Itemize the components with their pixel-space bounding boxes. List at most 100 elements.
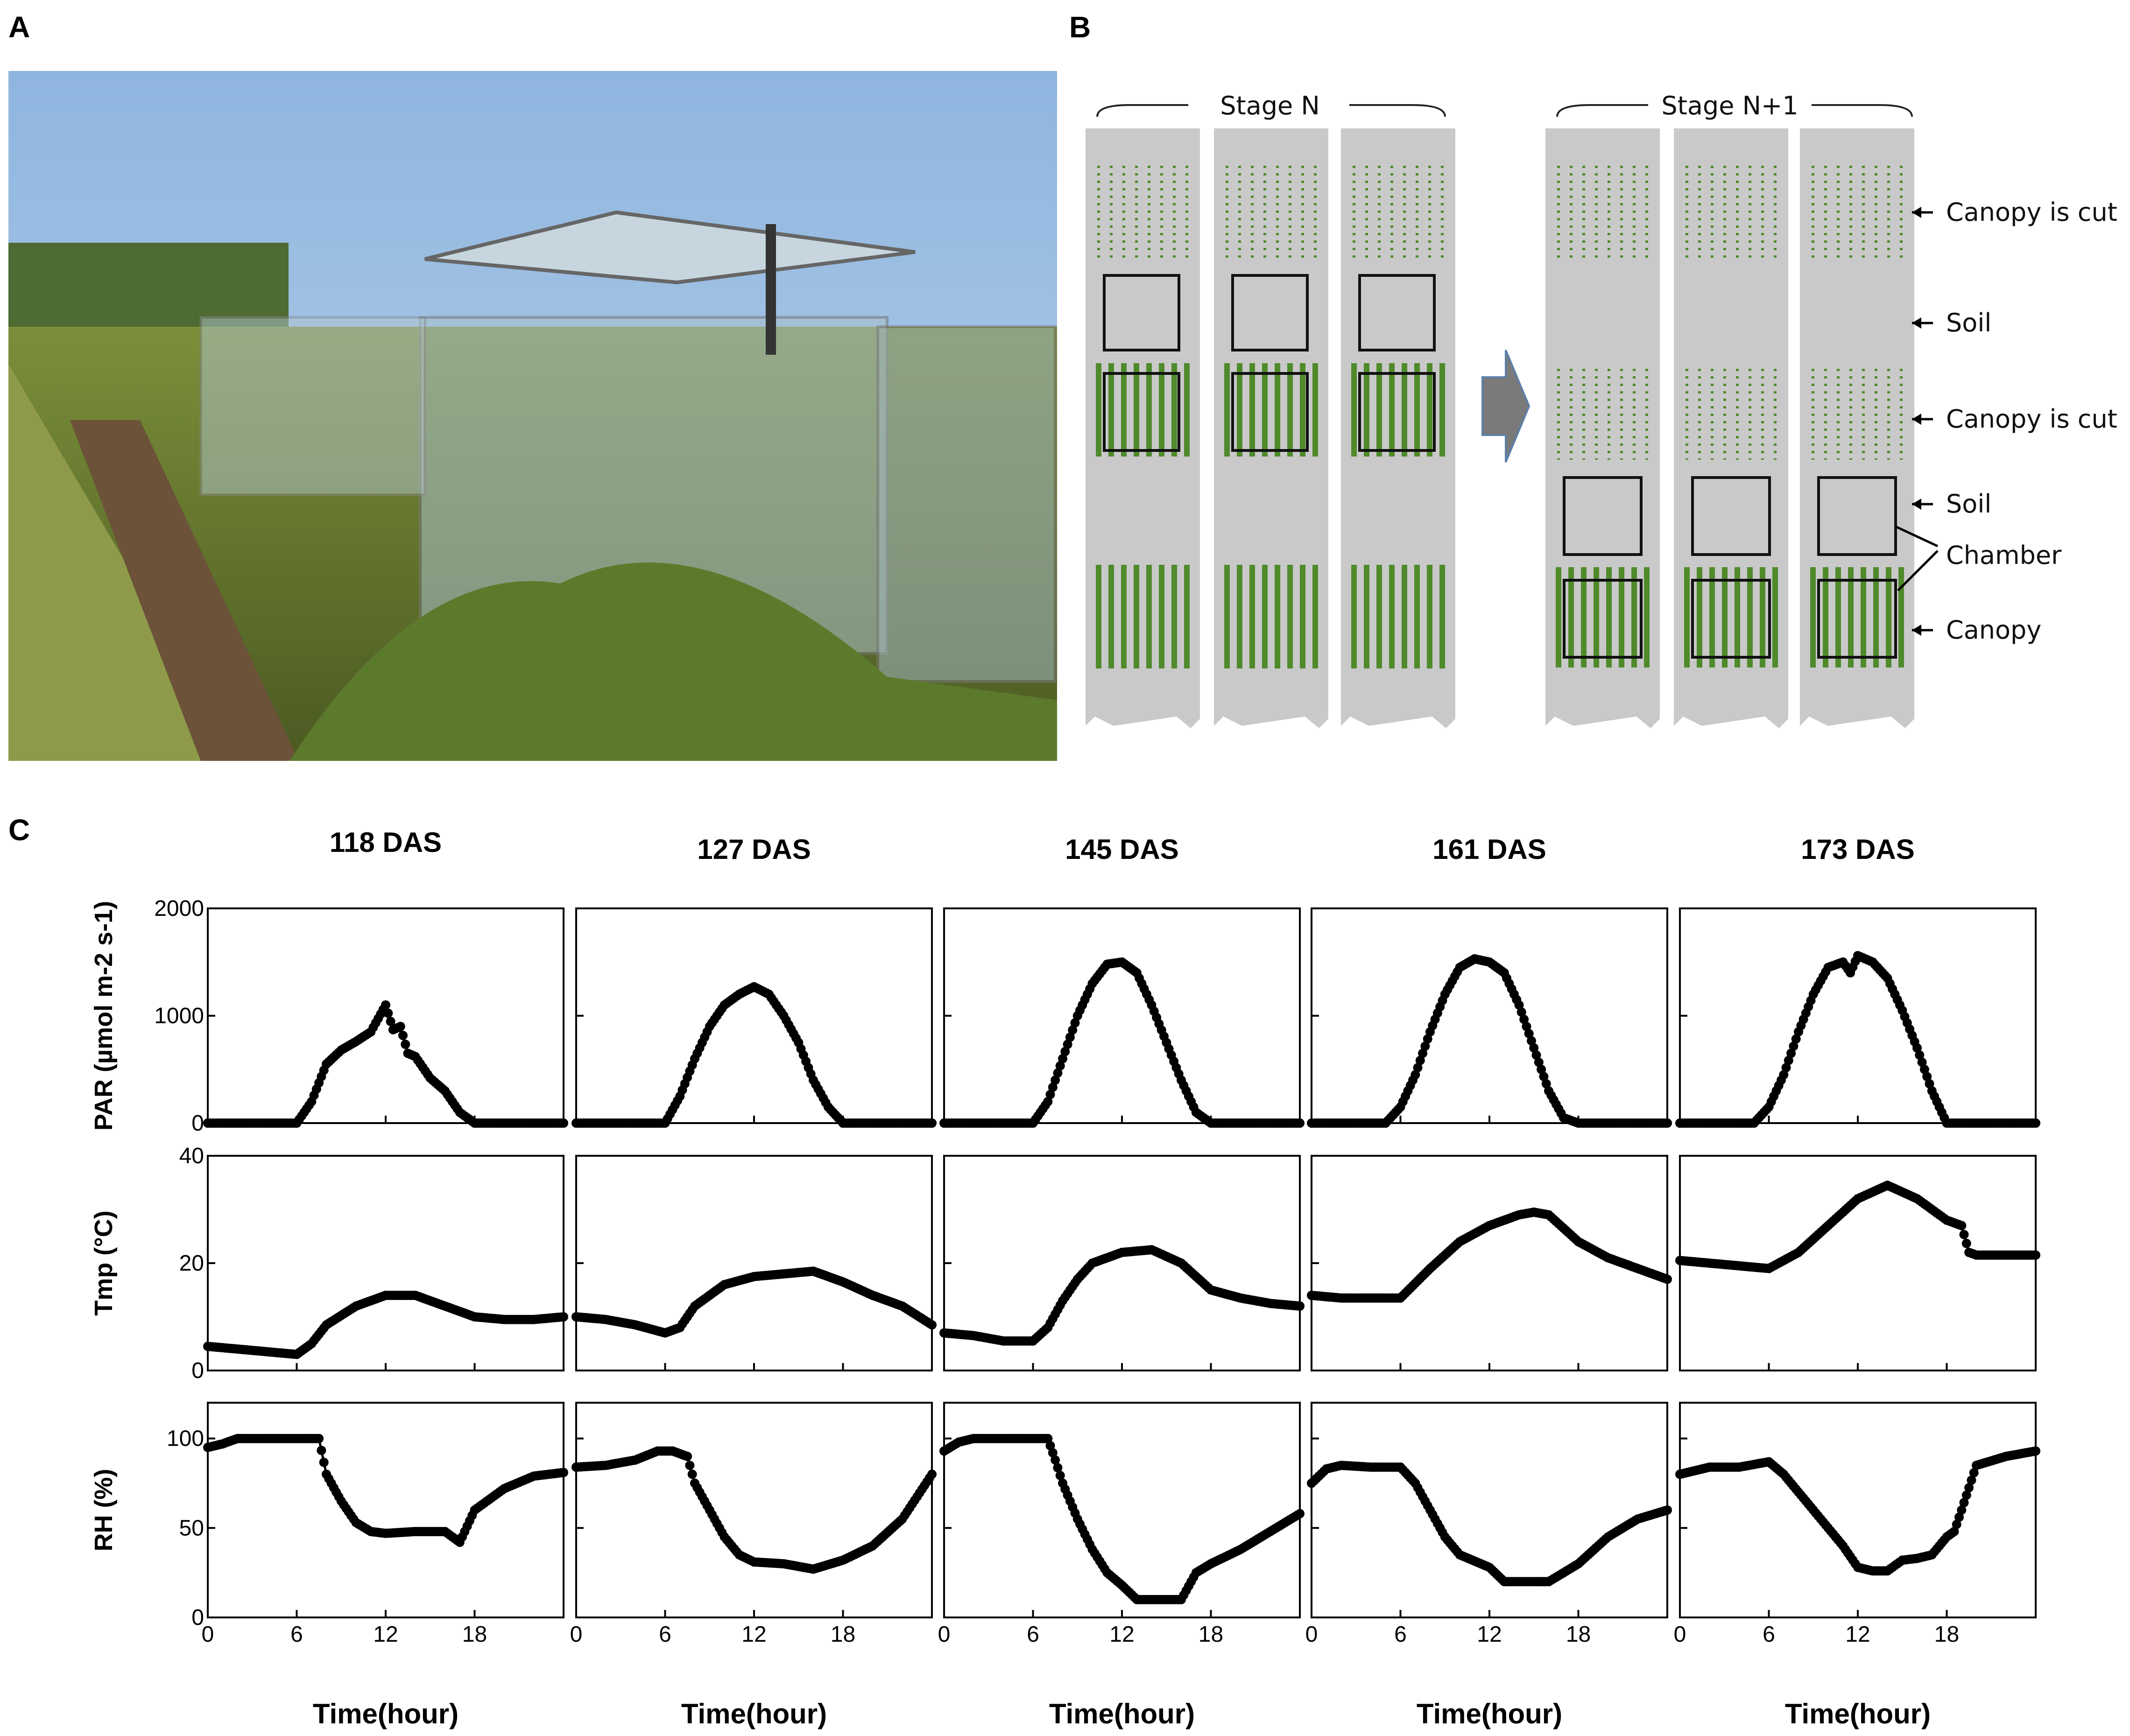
subplot-par: 0 1000 2000 PAR (µmol m-2 s-1) [90,896,568,1136]
plot-frame [575,1155,933,1371]
data-point [1957,1505,1967,1515]
data-point [1527,1036,1536,1046]
strip-stage-n-1 [1086,128,1200,728]
data-point [1058,1054,1067,1063]
arrowhead-6-icon [1912,625,1921,636]
x-axis-label: Time(hour) [1785,1698,1931,1729]
y-tick-label: 20 [179,1251,204,1276]
data-point [1529,1043,1539,1053]
data-point [1789,1041,1799,1051]
data-point [1779,1070,1789,1080]
data-point [1969,1468,1979,1478]
x-axis-label: Time(hour) [681,1698,827,1729]
data-point [1919,1065,1929,1074]
photo-chamber-lid [424,210,916,285]
diagram-strips [1086,128,1914,728]
annotation-soil-1: Soil [1946,308,1991,337]
data-point [1051,1455,1060,1465]
y-tick-label: 0 [191,1111,204,1136]
annotation-canopy: Canopy [1946,615,2041,645]
subplot-par [571,907,937,1128]
subplot-tmp [571,1155,937,1371]
data-point [1917,1057,1927,1067]
x-axis-label: Time(hour) [1049,1698,1195,1729]
panel-label-c: C [8,813,30,847]
chamber-box [1103,274,1180,351]
data-point [1784,1055,1793,1065]
right-arrow-icon [1481,350,1530,463]
plot-frame [575,1402,933,1618]
data-point [398,1031,408,1040]
data-point [386,1017,395,1026]
plot-frame [1311,907,1668,1124]
annotation-canopy-cut-1: Canopy is cut [1946,197,2117,227]
strip-stage-n-2 [1214,128,1328,728]
y-tick-label: 2000 [154,896,204,921]
x-tick-label: 18 [831,1622,855,1647]
photo-trees [8,243,289,327]
data-point [1791,1034,1801,1044]
data-point [1420,1041,1430,1051]
data-point [1915,1050,1925,1060]
subplot-par [939,907,1305,1128]
chamber-box [1691,476,1771,556]
data-point [1786,1048,1796,1058]
data-point [1949,1527,1959,1536]
data-point [1959,1230,1969,1239]
x-tick-label: 18 [462,1622,487,1647]
annotation-chamber: Chamber [1946,541,2062,570]
field-photo [8,71,1057,761]
x-tick-label: 0 [202,1622,214,1647]
data-point [1964,1483,1974,1493]
data-point [1045,1441,1055,1450]
data-point [1055,1470,1065,1480]
data-point [1961,1238,1971,1248]
data-point [1053,1068,1063,1078]
chamber-box [1358,372,1436,452]
subplot-tmp [939,1155,1305,1371]
data-point [1065,1033,1075,1042]
strip-background [1214,128,1328,728]
plot-frame [575,907,933,1124]
subplot-rh: 0 50 100 0 6 12 18 RH (%) [90,1402,568,1647]
data-point [2031,1118,2040,1128]
y-tick-label: 0 [191,1605,204,1630]
data-point [1534,1057,1544,1067]
data-point [1048,1082,1058,1092]
data-point [559,1468,568,1477]
plot-frame [1679,1402,2037,1618]
stage-n1-brace-right [1812,104,1913,117]
data-point [1531,1050,1541,1060]
strip-stage-n1-1 [1545,128,1660,728]
x-tick-label: 6 [290,1622,303,1647]
x-tick-label: 12 [1845,1622,1870,1647]
data-point [1418,1048,1428,1058]
data-point [1954,1512,1964,1522]
data-point [2031,1250,2040,1260]
chamber-box [1231,372,1309,452]
plot-frame [943,907,1301,1124]
stage-n-brace-right [1349,104,1446,117]
subplot-tmp [1675,1155,2040,1371]
chamber-box [1563,579,1643,659]
data-point [1068,1025,1078,1035]
chamber-box [1691,579,1771,659]
arrow-chamber-a-icon [1895,525,1939,548]
plot-frame [1679,907,2037,1124]
data-point [927,1118,937,1128]
data-point [1411,1070,1420,1080]
data-point [1051,1075,1060,1085]
annotation-soil-2: Soil [1946,489,1991,519]
data-point [317,1446,326,1455]
chart-title: 161 DAS [1432,834,1546,865]
y-tick-label: 40 [179,1144,204,1168]
data-point [1043,1434,1053,1443]
arrowhead-4-icon [1912,499,1921,510]
data-point [687,1469,697,1479]
subplot-tmp: 0 20 40 Tmp (°C) [90,1144,568,1383]
y-axis-label-rh: RH (%) [90,1469,118,1552]
subplot-par [1307,907,1672,1128]
x-tick-label: 6 [1027,1622,1039,1647]
